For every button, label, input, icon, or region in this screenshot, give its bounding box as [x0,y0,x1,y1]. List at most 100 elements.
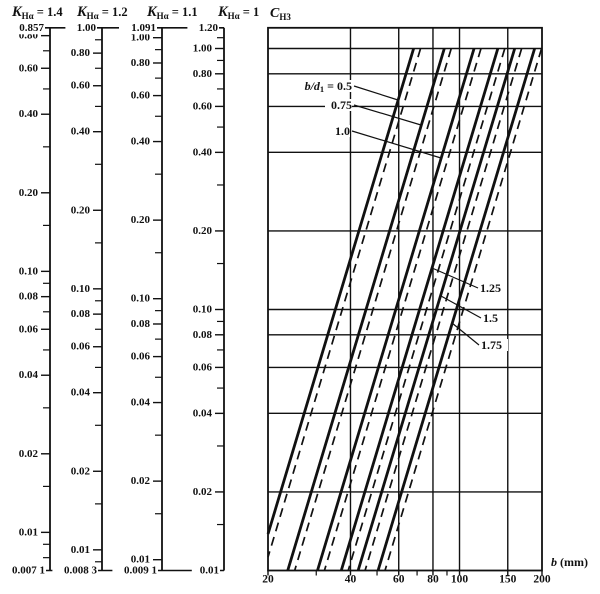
scale-top-label: 1.091 [131,22,156,34]
curve-label: 1.25 [431,267,507,295]
label-mask [325,99,352,111]
scale-header-kha-1: KHα = 1 [218,4,259,21]
curve-label: 1.75 [451,322,508,352]
k-symbol: K [218,4,228,20]
scale-tick-label: 0.02 [71,465,91,477]
scale-tick-label: 0.06 [193,361,213,373]
scale-tick-label: 0.60 [131,90,151,102]
k-symbol: K [12,4,22,20]
scale-tick-label: 0.02 [19,448,39,460]
scale-tick-label: 0.20 [71,204,91,216]
scale-tick-label: 0.04 [19,369,39,381]
leader-line [440,295,482,319]
label-mask [65,21,97,35]
curves: b/d1 = 0.5 0.75 1.0 1.25 1.5 1.75 [266,48,543,571]
curve-label-text: 1.5 [483,311,498,325]
scale-tick-label: 0.10 [19,265,39,277]
scale-bottom-label: 0.008 3 [64,565,98,577]
scale-tick-label: 0.80 [71,47,91,59]
scale-top-label: 0.857 [19,22,44,34]
x-axis-label: b (mm) [551,555,588,570]
curve-dashed-b/d1 = 1.25 [347,48,506,571]
c-subscript: H3 [279,12,291,22]
k-subscript: Hα [86,11,99,21]
chart-border [267,26,543,572]
scale-kha-1.2: 0.80 0.60 0.40 0.20 0.10 0.08 0.06 0.04 0.02 0.01… [52,21,103,577]
curve-label-text: b/d1 = 0.5 [305,79,352,94]
x-tick-label: 100 [451,574,469,586]
scale-tick-label: 0.04 [193,407,213,419]
label-mask [191,564,220,577]
label-mask [329,125,350,137]
curve-label: 1.5 [440,295,503,325]
scale-tick-label: 0.02 [193,486,213,498]
k-value: = 1.1 [171,5,198,19]
label-mask [483,312,503,324]
scale-tick-label: 1.00 [193,43,213,55]
k-subscript: Hα [156,11,169,21]
scale-tick-label: 0.01 [19,526,38,538]
scale-tick-label: 0.20 [193,225,213,237]
scale-tick-label: 0.06 [19,323,39,335]
scale-tick-label: 0.40 [19,108,39,120]
curve-label-text: 0.75 [331,98,352,112]
scale-bottom-label: 0.007 1 [12,565,45,577]
scale-tick-label: 0.04 [131,397,151,409]
leader-line [451,322,480,346]
x-tick-label: 40 [345,574,357,586]
k-subscript: Hα [227,11,240,21]
chart-title: CH3 [270,6,291,22]
scale-bottom-label: 0.009 1 [124,565,157,577]
scale-tick-label: 0.60 [193,100,213,112]
curve-dashed-b/d1 = 0.5 [267,48,422,558]
b-symbol: b [551,555,557,569]
scale-tick-label: 0.04 [71,387,91,399]
k-symbol: K [147,4,157,20]
k-subscript: Hα [21,11,34,21]
scale-tick-label: 0.40 [131,136,151,148]
scale-tick-label: 0.20 [19,187,39,199]
x-tick-label: 150 [499,574,517,586]
curve-label: 1.0 [329,124,442,159]
curve-solid-b/d1 = 1.5 [356,48,517,571]
curve-solid-b/d1 = 0.5 [266,48,415,535]
scale-tick-label: 0.02 [131,475,151,487]
scale-tick-label: 0.10 [71,283,91,295]
chart-grid: 20 40 60 80 100 150 200 [262,26,551,586]
label-mask [52,564,98,577]
curve-dashed-b/d1 = 1.0 [323,48,482,571]
x-tick-label: 60 [393,574,405,586]
scale-tick-label: 0.10 [193,304,213,316]
curve-dashed-b/d1 = 1.75 [384,48,543,571]
scale-tick-label: 0.06 [71,341,91,353]
scale-tick-label: 0.06 [131,351,151,363]
left-scales: 0.80 0.60 0.40 0.20 0.10 0.08 0.06 0.04 0.02 0.01… [0,21,225,577]
leader-line [353,104,422,126]
leader-line [431,267,479,289]
scale-header-kha-1.2: KHα = 1.2 [77,4,128,21]
k-value: = 1.4 [36,5,63,19]
scale-tick-label: 0.08 [19,291,39,303]
label-mask [187,21,219,35]
scale-tick-label: 0.01 [71,544,90,556]
label-mask [480,282,507,294]
c-symbol: C [270,6,280,21]
scale-tick-label: 0.80 [193,68,213,80]
curve-label-text: 1.75 [481,338,502,352]
scale-tick-label: 0.80 [131,57,151,69]
label-mask [481,339,508,351]
scale-bottom-label: 0.01 [200,565,219,577]
curve-dashed-b/d1 = 1.5 [364,48,523,571]
label-mask [7,21,45,35]
scale-tick-label: 0.60 [71,80,91,92]
curve-solid-b/d1 = 0.75 [286,48,446,571]
scale-tick-label: 0.08 [131,318,151,330]
scale-header-kha-1.4: KHα = 1.4 [12,4,63,21]
x-tick-label: 200 [533,574,551,586]
b-unit: (mm) [560,555,588,569]
scale-tick-label: 0.60 [19,62,39,74]
scale-top-label: 1.00 [77,22,97,34]
curve-label-text: 1.0 [335,124,350,138]
